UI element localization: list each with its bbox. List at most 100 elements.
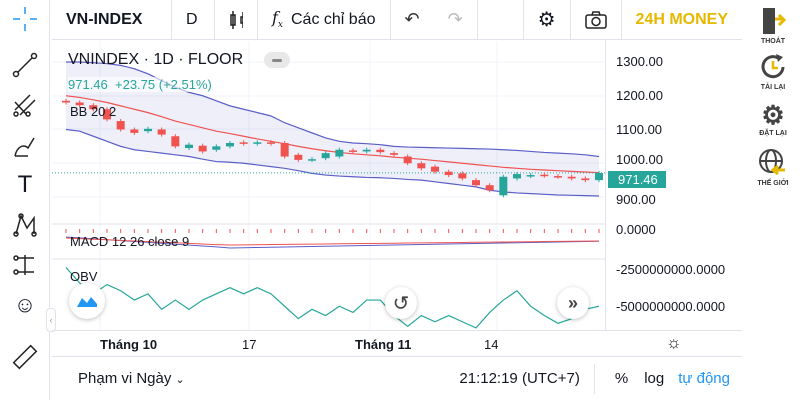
chart-style-button[interactable] bbox=[69, 283, 105, 319]
candle bbox=[595, 173, 603, 181]
chart-title: VNINDEX · 1D · FLOOR bbox=[68, 51, 244, 68]
candle bbox=[390, 153, 398, 155]
candle bbox=[321, 153, 330, 159]
auto-scale-toggle[interactable]: tự động bbox=[678, 370, 730, 387]
candle bbox=[335, 149, 344, 157]
candle bbox=[472, 180, 480, 186]
candle bbox=[567, 176, 576, 179]
candle bbox=[198, 145, 207, 152]
reset-chart-icon[interactable]: ↺ bbox=[385, 287, 417, 319]
candle bbox=[116, 121, 125, 130]
price-axis[interactable]: 1300.00 1200.00 1100.00 1000.00 900.00 9… bbox=[605, 40, 742, 330]
price-tick: 900.00 bbox=[616, 192, 656, 207]
candle bbox=[376, 149, 385, 153]
reload-icon bbox=[761, 54, 785, 79]
candle bbox=[75, 102, 84, 106]
range-label: Phạm vi Ngày bbox=[78, 370, 172, 387]
chart-type-button[interactable] bbox=[215, 0, 258, 40]
brush-icon[interactable] bbox=[8, 132, 42, 162]
fib-tool-icon[interactable] bbox=[8, 90, 42, 120]
exit-button[interactable]: THOÁT bbox=[750, 6, 796, 45]
price-readout: 971.46 +23.75 (+2.51%) bbox=[68, 77, 212, 92]
candles-icon bbox=[230, 10, 243, 29]
emoji-icon[interactable]: ☺ bbox=[13, 292, 37, 317]
candle bbox=[349, 150, 357, 152]
price-tick: 1300.00 bbox=[616, 54, 663, 69]
candle bbox=[103, 109, 111, 120]
candle bbox=[171, 136, 180, 147]
candle bbox=[294, 154, 303, 160]
drawing-toolbar: T ☺ ‹ bbox=[0, 0, 56, 400]
time-axis[interactable]: Tháng 10 17 Tháng 11 14 ☼ bbox=[52, 330, 742, 356]
ruler-icon[interactable] bbox=[8, 342, 42, 372]
time-tick: 14 bbox=[484, 337, 499, 352]
obv-legend: OBV bbox=[70, 269, 98, 284]
screenshot-camera-icon[interactable] bbox=[571, 0, 622, 40]
candle bbox=[458, 173, 467, 179]
collapse-legend-button[interactable] bbox=[264, 52, 290, 68]
trend-line-icon[interactable] bbox=[8, 50, 42, 80]
candle bbox=[554, 176, 562, 178]
price-tick: 1000.00 bbox=[616, 152, 663, 167]
candle bbox=[212, 146, 221, 150]
candle bbox=[185, 144, 193, 149]
candle bbox=[253, 142, 262, 144]
last-price: 971.46 bbox=[68, 77, 108, 92]
brand-logo: 24H MONEY bbox=[635, 10, 728, 28]
last-price-label: 971.46 bbox=[608, 171, 666, 188]
candle bbox=[526, 175, 535, 177]
reload-button[interactable]: TẢI LẠI bbox=[750, 52, 796, 91]
text-tool-icon[interactable]: T bbox=[17, 171, 33, 198]
pattern-tool-icon[interactable] bbox=[8, 210, 42, 240]
candle bbox=[62, 100, 70, 103]
candle bbox=[226, 143, 234, 147]
fx-icon: fx bbox=[272, 8, 283, 31]
candle bbox=[417, 163, 426, 169]
chevron-down-icon: ⌄ bbox=[175, 374, 185, 386]
candle bbox=[89, 105, 98, 110]
time-tick: 17 bbox=[242, 337, 257, 352]
measure-tool-icon[interactable] bbox=[8, 250, 42, 280]
bb-legend: BB 20 2 bbox=[70, 104, 117, 119]
world-button[interactable]: THẾ GIỚI bbox=[750, 148, 796, 187]
candle bbox=[403, 156, 412, 164]
obv-tick: -5000000000.0000 bbox=[616, 299, 726, 314]
exit-label: THOÁT bbox=[760, 38, 786, 45]
macd-legend: MACD 12 26 close 9 bbox=[70, 234, 190, 249]
candle bbox=[362, 149, 371, 152]
percent-toggle[interactable]: % bbox=[614, 370, 629, 387]
candle bbox=[157, 129, 166, 135]
obv-line bbox=[65, 267, 600, 329]
candle bbox=[513, 174, 521, 179]
undo-button[interactable]: ↶ bbox=[404, 9, 420, 29]
candle bbox=[485, 185, 494, 191]
reset-label: ĐẶT LẠI bbox=[759, 130, 787, 137]
collapse-toolbar-button[interactable]: ‹ bbox=[46, 308, 56, 332]
candle bbox=[144, 128, 152, 132]
symbol-search-button[interactable]: VN-INDEX bbox=[52, 0, 172, 40]
signal-line bbox=[65, 237, 600, 246]
bottom-toolbar: Phạm vi Ngày ⌄ 21:12:19 (UTC+7) % log tự… bbox=[52, 356, 742, 400]
obv-tick: -2500000000.0000 bbox=[616, 262, 726, 277]
bb-lower-line bbox=[65, 128, 600, 197]
time-tick: Tháng 10 bbox=[100, 337, 158, 352]
interval-button[interactable]: D bbox=[172, 0, 215, 40]
reset-button[interactable]: ⚙ ĐẶT LẠI bbox=[750, 100, 796, 137]
price-tick: 1200.00 bbox=[616, 88, 663, 103]
price-tick: 1100.00 bbox=[616, 122, 663, 137]
clock: 21:12:19 (UTC+7) bbox=[459, 363, 595, 394]
redo-button[interactable]: ↷ bbox=[434, 0, 478, 40]
range-dropdown[interactable]: Phạm vi Ngày ⌄ bbox=[78, 370, 185, 387]
scroll-to-latest-icon[interactable]: » bbox=[557, 287, 589, 319]
indicators-button[interactable]: fx Các chỉ báo bbox=[258, 0, 391, 40]
candle bbox=[444, 171, 453, 176]
candle bbox=[280, 143, 289, 157]
reload-label: TẢI LẠI bbox=[760, 84, 786, 91]
settings-gear-icon[interactable]: ⚙ bbox=[522, 0, 571, 40]
bb-middle-line bbox=[65, 95, 600, 174]
log-toggle[interactable]: log bbox=[644, 370, 665, 387]
globe-icon bbox=[759, 149, 785, 176]
axis-settings-sun-icon[interactable]: ☼ bbox=[666, 333, 682, 352]
crosshair-icon[interactable] bbox=[8, 4, 42, 34]
indicators-label: Các chỉ báo bbox=[291, 10, 376, 28]
